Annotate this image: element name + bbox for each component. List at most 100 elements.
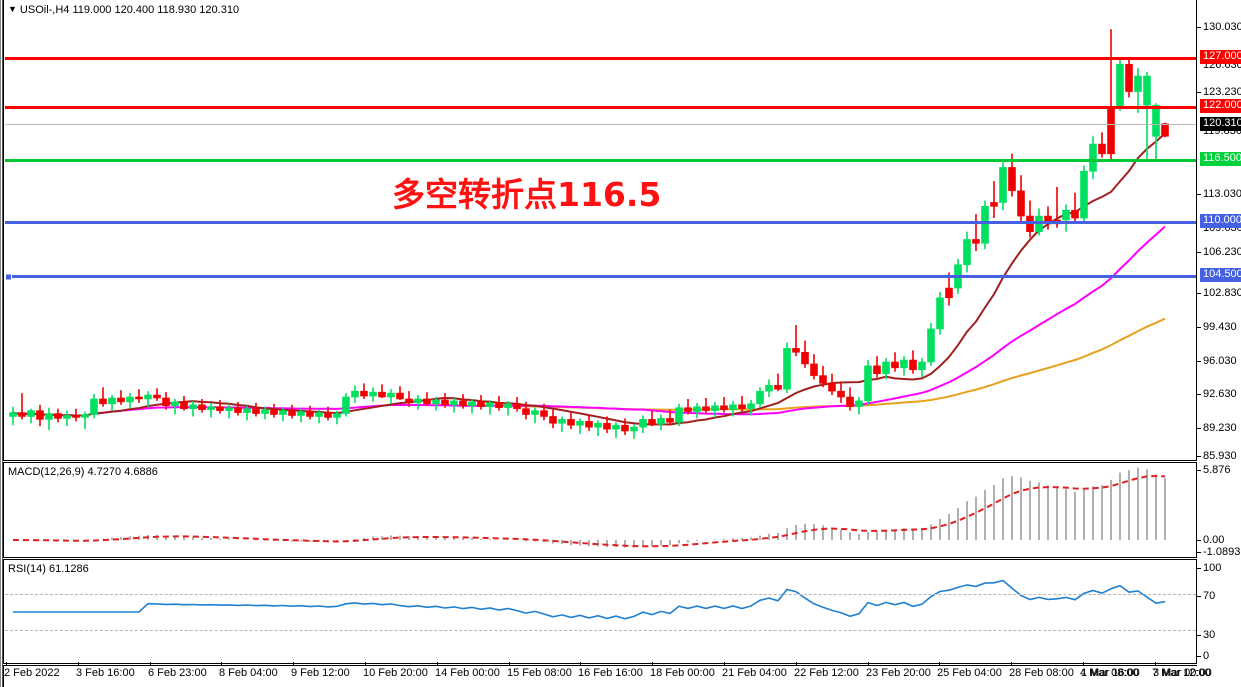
pane-separator-1 xyxy=(3,460,1197,463)
price-axis-tick xyxy=(1197,27,1201,28)
price-scale-axis[interactable]: 126.630 119.830 109.630 130.030 123.230 113.0… xyxy=(1197,0,1241,663)
macd-layer xyxy=(12,467,1166,548)
time-axis-tick xyxy=(78,662,79,666)
time-axis-tick xyxy=(509,662,510,666)
pane-separator-3 xyxy=(3,663,1197,666)
rsi-axis-label: 100 xyxy=(1203,562,1222,574)
symbol-info-bar: ▼ USOil-,H4 119.000 120.400 118.930 120.3… xyxy=(8,4,239,16)
price-axis-badge[interactable]: 110.000 xyxy=(1200,214,1241,228)
price-axis-label: 123.230 xyxy=(1203,86,1241,98)
time-axis-tick xyxy=(293,662,294,666)
time-axis-tick xyxy=(1083,662,1084,666)
macd-axis-tick xyxy=(1197,552,1201,553)
price-axis-label: 96.030 xyxy=(1203,355,1237,367)
price-pane[interactable] xyxy=(5,2,1196,460)
time-axis-label: 28 Feb 08:00 xyxy=(1009,667,1074,679)
rsi-axis-tick xyxy=(1197,656,1201,657)
time-axis-label: 22 Feb 12:00 xyxy=(794,667,859,679)
price-axis-tick xyxy=(1197,428,1201,429)
price-axis-badge[interactable]: 104.500 xyxy=(1200,268,1241,282)
time-axis-tick xyxy=(724,662,725,666)
time-axis-tick xyxy=(437,662,438,666)
level-line-support-104-5[interactable] xyxy=(5,275,1196,278)
level-line-support-110[interactable] xyxy=(5,221,1196,224)
price-axis-label: 85.930 xyxy=(1203,450,1237,462)
time-axis-tick xyxy=(221,662,222,666)
time-axis-label: 2 Feb 2022 xyxy=(4,667,60,679)
time-axis-tick xyxy=(868,662,869,666)
price-axis-badge[interactable]: 122.000 xyxy=(1200,99,1241,113)
price-axis-label: 89.230 xyxy=(1203,422,1237,434)
frame-rule-left-inner xyxy=(3,0,4,687)
time-axis-tick xyxy=(1011,662,1012,666)
frame-rule-left-outer xyxy=(0,0,1,687)
price-axis-tick xyxy=(1197,456,1201,457)
level-line-resistance-122[interactable] xyxy=(5,106,1196,109)
macd-label: MACD(12,26,9) 4.7270 4.6886 xyxy=(8,466,158,478)
rsi-layer xyxy=(13,579,1166,620)
rsi-label: RSI(14) 61.1286 xyxy=(8,563,89,575)
price-axis-tick xyxy=(1197,394,1201,395)
time-axis-label: 9 Feb 12:00 xyxy=(291,667,350,679)
price-axis-tick xyxy=(1197,252,1201,253)
time-axis-label: 4 Mar 08:00 xyxy=(1080,667,1139,679)
time-axis-tick xyxy=(365,662,366,666)
price-axis-label: 99.430 xyxy=(1203,321,1237,333)
time-axis-label: 21 Feb 04:00 xyxy=(722,667,787,679)
macd-axis-label: -1.0893 xyxy=(1203,546,1241,558)
macd-pane[interactable] xyxy=(5,464,1196,557)
time-axis-tick xyxy=(939,662,940,666)
time-axis-tick xyxy=(796,662,797,666)
rsi-axis-label: 70 xyxy=(1203,590,1216,602)
pane-separator-2 xyxy=(3,557,1197,560)
level-line-current-price[interactable] xyxy=(5,124,1196,125)
time-axis-label: 18 Feb 00:00 xyxy=(650,667,715,679)
time-axis-label: 7 Mar 12:00 xyxy=(1152,667,1211,679)
time-axis-tick xyxy=(1155,662,1156,666)
time-axis-tick xyxy=(580,662,581,666)
price-axis-label: 130.030 xyxy=(1203,21,1241,33)
price-axis-badge[interactable]: 127.000 xyxy=(1200,50,1241,64)
price-axis-label: 102.830 xyxy=(1203,287,1241,299)
rsi-level-30 xyxy=(5,629,1196,631)
time-axis-label: 25 Feb 04:00 xyxy=(937,667,1002,679)
time-scale-axis[interactable]: 2 Feb 2022 3 Feb 16:00 6 Feb 23:00 8 Feb 04… xyxy=(0,662,1241,687)
frame-rule-right xyxy=(1196,0,1197,663)
price-axis-tick xyxy=(1197,293,1201,294)
price-candles-layer xyxy=(9,29,1169,439)
price-axis-badge[interactable]: 116.500 xyxy=(1200,152,1241,166)
price-axis-label: 106.230 xyxy=(1203,246,1241,258)
time-axis-tick xyxy=(6,662,7,666)
time-axis-label: 1 Mar 16:00 xyxy=(1081,667,1140,679)
macd-axis-label: 0.00 xyxy=(1203,534,1225,546)
time-axis-label: 6 Feb 23:00 xyxy=(148,667,207,679)
time-axis-label: 8 Feb 04:00 xyxy=(219,667,278,679)
rsi-axis-tick xyxy=(1197,596,1201,597)
time-axis-label: 3 Mar 00:00 xyxy=(1153,667,1212,679)
time-axis-label: 14 Feb 00:00 xyxy=(435,667,500,679)
rsi-axis-label: 30 xyxy=(1203,629,1216,641)
macd-axis-tick xyxy=(1197,540,1201,541)
time-axis-label: 10 Feb 20:00 xyxy=(363,667,428,679)
rsi-axis-label: 0 xyxy=(1203,650,1210,662)
price-axis-tick xyxy=(1197,92,1201,93)
time-axis-label: 3 Feb 16:00 xyxy=(76,667,135,679)
level-line-pivot-116-5[interactable] xyxy=(5,159,1196,162)
time-axis-tick xyxy=(150,662,151,666)
price-axis-badge[interactable]: 120.310 xyxy=(1200,117,1241,131)
level-anchor-handle[interactable] xyxy=(5,273,12,281)
price-axis-tick xyxy=(1197,327,1201,328)
price-axis-tick xyxy=(1197,361,1201,362)
collapse-triangle-icon[interactable]: ▼ xyxy=(8,4,17,14)
time-axis-tick xyxy=(652,662,653,666)
symbol-ohlc-text: USOil-,H4 119.000 120.400 118.930 120.31… xyxy=(19,4,240,16)
rsi-pane[interactable] xyxy=(5,561,1196,663)
macd-axis-tick xyxy=(1197,470,1201,471)
chart-annotation-text: 多空转折点116.5 xyxy=(392,175,662,214)
price-axis-label: 113.030 xyxy=(1203,188,1241,200)
rsi-level-70 xyxy=(5,594,1196,596)
level-line-resistance-127[interactable] xyxy=(5,57,1196,60)
time-axis-label: 23 Feb 20:00 xyxy=(866,667,931,679)
